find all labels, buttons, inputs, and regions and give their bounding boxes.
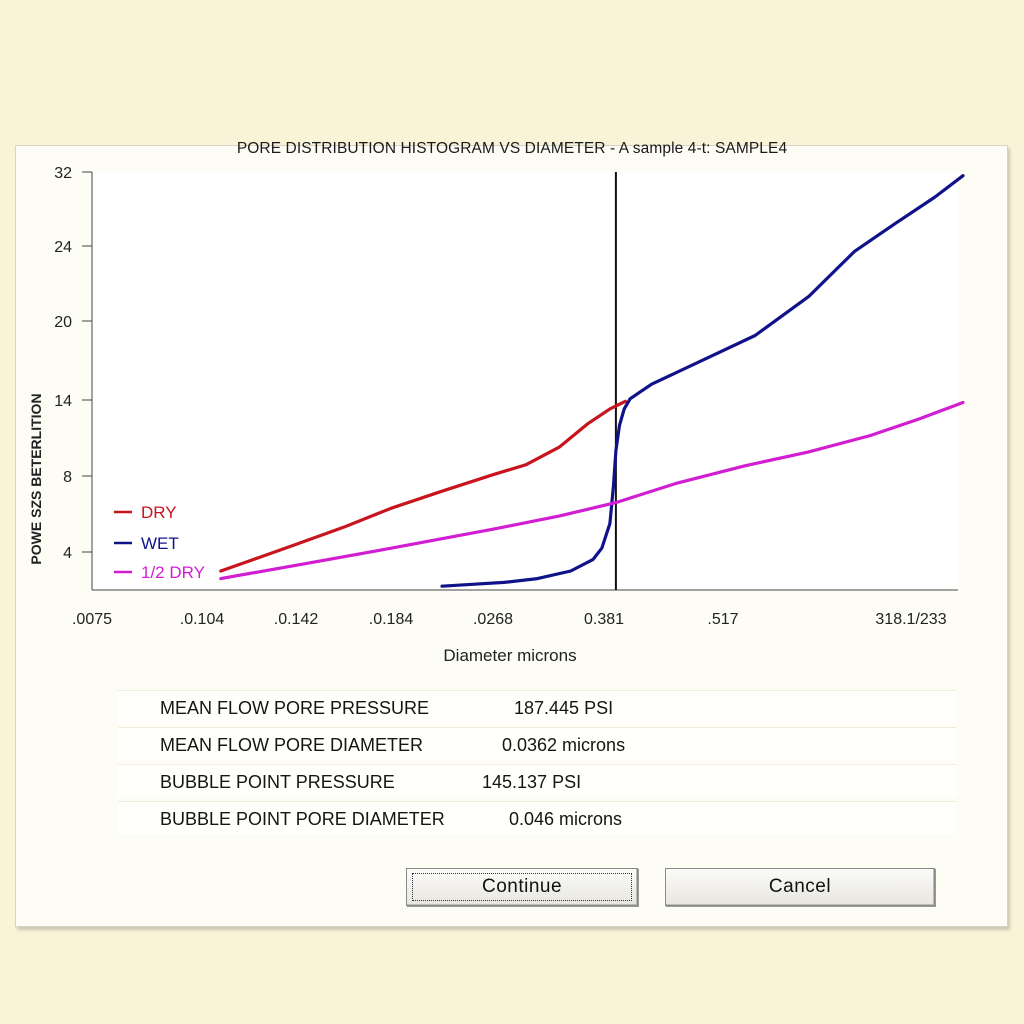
stat-value: 0.046 microns [509, 809, 623, 829]
y-axis-title: POWE SZS BETERLITION [28, 393, 44, 564]
data-point-1-2-dry [743, 464, 746, 468]
x-tick-label: 0.381 [584, 611, 624, 628]
stat-value: 0.0362 microns [502, 735, 626, 755]
data-point-1-2-dry [674, 482, 677, 485]
data-point-dry [586, 422, 589, 426]
data-point-wet [807, 295, 810, 298]
data-point-wet [536, 577, 539, 580]
data-point-dry [558, 445, 561, 449]
series-line-dry [219, 399, 627, 573]
stat-value: 187.445 PSI [514, 698, 614, 718]
data-point-1-2-dry [917, 417, 921, 421]
data-point-dry [219, 569, 222, 573]
data-point-wet [618, 424, 621, 427]
x-tick-label: .0075 [72, 611, 112, 628]
y-tick-label: 32 [54, 165, 72, 182]
y-tick-label: 20 [54, 314, 72, 331]
legend-label: WET [141, 534, 179, 553]
stats-table: MEAN FLOW PORE PRESSURE 187.445 PSI MEAN… [118, 690, 956, 838]
stat-label: BUBBLE POINT PORE DIAMETER [160, 809, 445, 829]
y-tick-label: 8 [63, 469, 72, 486]
data-point-wet [650, 383, 653, 386]
data-point-1-2-dry [389, 547, 393, 550]
stat-label: MEAN FLOW PORE DIAMETER [160, 735, 424, 755]
x-tick-label: 318.1/233 [875, 611, 946, 628]
data-point-wet [502, 581, 506, 584]
data-point-wet [933, 195, 937, 199]
data-point-1-2-dry [294, 564, 298, 567]
stat-value: 145.137 PSI [482, 772, 582, 792]
data-point-wet [569, 569, 572, 573]
continue-button-label: Continue [481, 876, 563, 897]
data-point-wet [591, 558, 595, 561]
y-tick-label: 24 [54, 239, 72, 256]
data-point-wet [961, 174, 965, 177]
data-point-wet [614, 449, 618, 452]
data-point-dry [440, 490, 444, 493]
x-tick-label: .0.142 [274, 611, 319, 628]
data-point-dry [624, 400, 627, 403]
focus-outline [412, 873, 632, 901]
data-point-wet [893, 222, 896, 225]
stat-label: BUBBLE POINT PRESSURE [160, 772, 395, 792]
chart-title: PORE DISTRIBUTION HISTOGRAM VS DIAMETER … [236, 140, 788, 157]
data-point-dry [491, 473, 495, 476]
data-point-wet [698, 360, 701, 363]
data-point-1-2-dry [869, 434, 872, 437]
data-point-wet [608, 522, 612, 525]
stat-row-bubble-point-diameter: BUBBLE POINT PORE DIAMETER 0.046 microns [118, 801, 956, 834]
x-tick-label: .517 [707, 611, 738, 628]
plot-area [92, 172, 958, 590]
data-point-dry [257, 556, 260, 559]
data-point-wet [623, 407, 626, 411]
data-point-wet [612, 484, 615, 487]
stat-label: MEAN FLOW PORE PRESSURE [160, 698, 430, 718]
data-point-dry [608, 407, 612, 411]
data-point-wet [853, 250, 856, 253]
stat-row-mean-flow-diameter: MEAN FLOW PORE DIAMETER 0.0362 microns [118, 727, 956, 760]
data-point-wet [471, 583, 474, 586]
stat-row-mean-flow-pressure: MEAN FLOW PORE PRESSURE 187.445 PSI [118, 690, 956, 723]
data-point-1-2-dry [614, 501, 618, 504]
data-point-dry [389, 507, 393, 510]
continue-button[interactable]: Continue [406, 868, 638, 906]
x-tick-label: .0.104 [180, 611, 225, 628]
y-tick-label: 14 [54, 393, 72, 410]
data-point-wet [600, 547, 603, 550]
data-point-1-2-dry [961, 401, 965, 404]
data-point-dry [342, 526, 345, 529]
data-point-wet [753, 334, 757, 337]
series-line-1-2-dry [219, 400, 965, 581]
data-point-dry [294, 543, 298, 546]
data-point-1-2-dry [807, 450, 810, 454]
data-point-wet [629, 397, 632, 400]
data-point-1-2-dry [558, 514, 561, 518]
x-tick-label: .0268 [473, 611, 513, 628]
legend-label: DRY [141, 503, 177, 522]
data-point-dry [525, 463, 528, 466]
x-tick-label: .0.184 [369, 611, 414, 628]
y-tick-label: 4 [63, 545, 72, 562]
x-axis-title: Diameter microns [443, 646, 576, 665]
legend-label: 1/2 DRY [141, 563, 205, 582]
data-point-wet [440, 585, 444, 588]
data-point-1-2-dry [219, 577, 222, 580]
cancel-button-label: Cancel [768, 876, 832, 897]
cancel-button[interactable]: Cancel [665, 868, 935, 906]
stat-row-bubble-point-pressure: BUBBLE POINT PRESSURE 145.137 PSI [118, 764, 956, 797]
data-point-1-2-dry [491, 528, 495, 531]
